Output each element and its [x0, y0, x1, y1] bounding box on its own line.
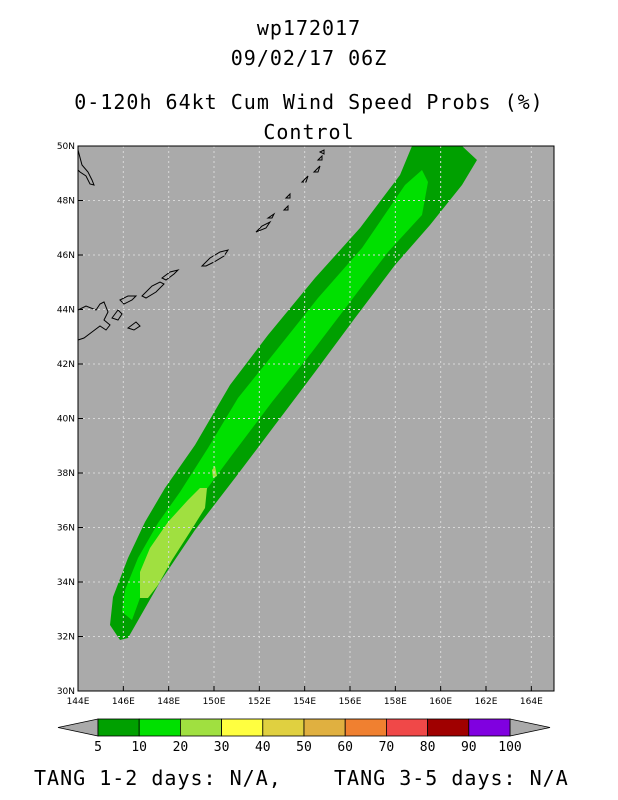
coastline-hokkaido [77, 301, 111, 341]
lon-tick-label: 152E [248, 697, 271, 707]
product-title: 0-120h 64kt Cum Wind Speed Probs (%) [74, 90, 544, 114]
colorbar-low-arrow [57, 718, 99, 737]
coastlines [77, 149, 325, 341]
longitude-labels: 144E 146E 148E 150E 152E 154E 156E 158E 160E 162E… [67, 697, 544, 707]
lat-tick-label: 36N [57, 524, 75, 534]
colorbar-swatch [303, 718, 346, 737]
colorbar-swatch [262, 718, 305, 737]
colorbar-label: 30 [214, 740, 230, 755]
lat-tick-label: 34N [57, 578, 75, 588]
lat-tick-label: 30N [57, 687, 75, 697]
colorbar-label: 60 [337, 740, 353, 755]
lat-tick-label: 38N [57, 469, 75, 479]
colorbar-swatch [138, 718, 181, 737]
island-aleutian-5 [318, 149, 325, 155]
tang-1-2-days: TANG 1-2 days: N/A, [34, 766, 282, 790]
colorbar-high-arrow [509, 718, 551, 737]
member-title: Control [263, 120, 355, 144]
island-onekotan [200, 249, 230, 267]
colorbar-swatch [97, 718, 140, 737]
colorbar-label: 5 [94, 740, 102, 755]
lon-tick-label: 158E [384, 697, 407, 707]
latitude-labels: 30N 32N 34N 36N 38N 40N 42N 44N 46N 48N 50N [57, 142, 75, 697]
lat-tick-label: 44N [57, 306, 75, 316]
lat-tick-label: 32N [57, 633, 75, 643]
island-paramushir-1 [255, 220, 272, 233]
colorbar-label: 70 [379, 740, 395, 755]
colorbar-label: 40 [255, 740, 271, 755]
colorbar-label: 90 [461, 740, 477, 755]
tang-3-5-days: TANG 3-5 days: N/A [334, 766, 569, 790]
island-kunashir [111, 309, 123, 321]
island-shumshu [282, 204, 289, 211]
lon-tick-label: 160E [429, 697, 452, 707]
colorbar-swatch [344, 718, 387, 737]
lon-tick-label: 154E [293, 697, 316, 707]
lat-tick-label: 50N [57, 142, 75, 152]
lat-tick-label: 40N [57, 415, 75, 425]
island-iturup [119, 295, 138, 305]
island-aleutian-2 [300, 175, 309, 183]
lon-tick-label: 162E [475, 697, 498, 707]
colorbar-swatch [179, 718, 222, 737]
datetime-title: 09/02/17 06Z [230, 46, 388, 70]
lon-tick-label: 164E [520, 697, 543, 707]
swath-20pct [140, 488, 207, 598]
island-aleutian-6 [126, 321, 141, 331]
colorbar-swatch [427, 718, 470, 737]
colorbar-label: 100 [498, 740, 521, 755]
lon-tick-label: 150E [203, 697, 226, 707]
map-border [77, 145, 555, 692]
island-urup [141, 281, 165, 299]
colorbar-label: 50 [296, 740, 312, 755]
island-paramushir-2 [266, 212, 276, 219]
lon-tick-label: 144E [67, 697, 90, 707]
storm-id-title: wp172017 [256, 16, 362, 40]
colorbar-swatch [468, 718, 511, 737]
colorbar-label: 80 [420, 740, 436, 755]
probability-swath [110, 146, 477, 640]
island-aleutian-4 [316, 154, 323, 161]
lon-tick-label: 146E [112, 697, 135, 707]
island-aleutian-1 [284, 192, 291, 199]
lat-tick-label: 46N [57, 251, 75, 261]
lat-tick-label: 42N [57, 360, 75, 370]
colorbar-label: 10 [131, 740, 147, 755]
lon-tick-label: 156E [339, 697, 362, 707]
island-aleutian-3 [312, 165, 321, 173]
colorbar-label: 20 [173, 740, 189, 755]
colorbar-swatch [221, 718, 264, 737]
graticule [77, 145, 554, 692]
colorbar-swatch [385, 718, 428, 737]
lat-tick-label: 48N [57, 197, 75, 207]
colorbar: 5 10 20 30 40 50 60 70 80 90 100 [57, 718, 551, 755]
lon-tick-label: 148E [157, 697, 180, 707]
swath-5pct [110, 146, 477, 640]
coastline-kamchatka [77, 149, 95, 186]
swath-10pct [122, 170, 428, 620]
